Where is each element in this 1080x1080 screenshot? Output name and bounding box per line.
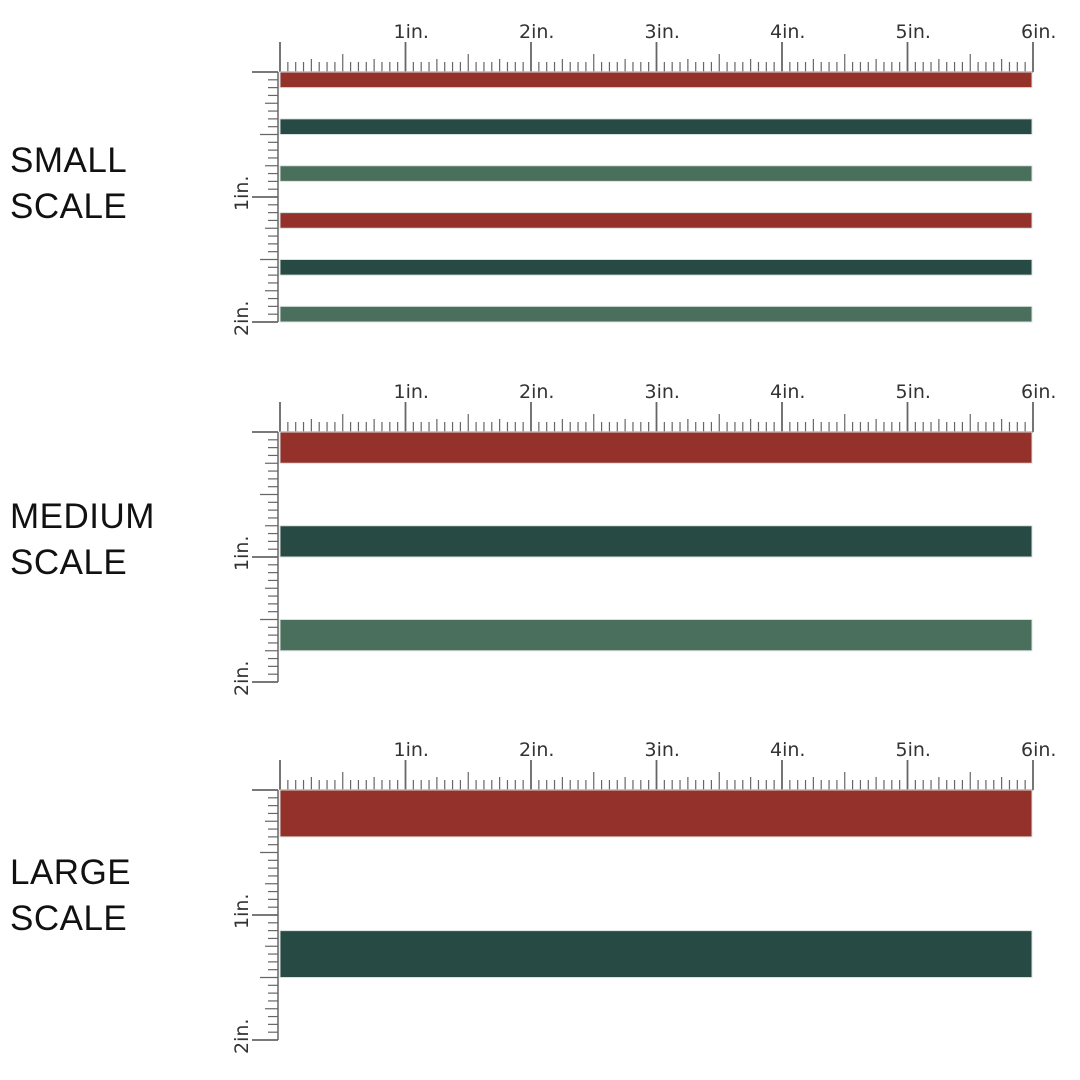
h-ruler-label: 1in. [394,381,429,403]
scale-label-line2: SCALE [10,187,128,226]
h-ruler-label: 5in. [896,381,931,403]
ruler-medium-scale: 1in. 2in. 3in. 4in. 5in. 6in. 1in. 2in. [231,381,1056,696]
h-ruler-label: 4in. [770,381,805,403]
v-ruler-label: 2in. [231,1019,253,1054]
scale-label-line1: SMALL [10,141,128,180]
h-ruler-label: 6in. [1021,381,1056,403]
h-ruler-label: 1in. [394,739,429,761]
h-ruler-label: 4in. [770,21,805,43]
scale-label-line2: SCALE [10,543,128,582]
stripe-dark-green [279,259,1033,276]
h-ruler-label: 1in. [394,21,429,43]
h-ruler-label: 6in. [1021,739,1056,761]
scale-label-line2: SCALE [10,899,128,938]
stripe-sage-green [279,619,1033,652]
stripe-red [279,431,1033,464]
scale-label-large: LARGE SCALE [10,850,131,942]
h-ruler-label: 4in. [770,739,805,761]
v-ruler-label: 1in. [231,894,253,929]
panel-large-scale: LARGE SCALE 1in. 2in. 3in. 4in. 5in. 6in. 1in. 2… [0,718,1080,1078]
v-ruler-label: 2in. [231,661,253,696]
stripe-red [279,212,1033,229]
scale-label-line1: LARGE [10,853,132,892]
h-ruler-label: 3in. [645,381,680,403]
stripe-sage-green [279,305,1033,323]
h-ruler-label: 2in. [519,739,554,761]
panel-small-scale: SMALL SCALE 1in. 2in. 3in. 4in. 5in. 6in. 1in. 2… [0,0,1080,360]
h-ruler-label: 5in. [896,21,931,43]
stripe-dark-green [279,118,1033,135]
stripe-sage-green [279,165,1033,182]
h-ruler-label: 3in. [645,21,680,43]
h-ruler-label: 2in. [519,21,554,43]
h-ruler-label: 6in. [1021,21,1056,43]
scale-label-small: SMALL SCALE [10,138,127,230]
ruler-large-scale: 1in. 2in. 3in. 4in. 5in. 6in. 1in. 2in. [231,739,1056,1054]
v-ruler-label: 2in. [231,301,253,336]
ruler-small-scale: 1in. 2in. 3in. 4in. 5in. 6in. 1in. 2in. [231,21,1056,336]
stripe-red [279,789,1033,838]
stripe-red [279,71,1033,89]
h-ruler-label: 2in. [519,381,554,403]
stripe-dark-green [279,525,1033,558]
panel-medium-scale: MEDIUM SCALE 1in. 2in. 3in. 4in. 5in. 6in. 1in.… [0,360,1080,720]
v-ruler-label: 1in. [231,176,253,211]
v-ruler-label: 1in. [231,536,253,571]
stripe-dark-green [279,930,1033,978]
scale-label-medium: MEDIUM SCALE [10,494,155,586]
h-ruler-label: 5in. [896,739,931,761]
scale-label-line1: MEDIUM [10,497,155,536]
h-ruler-label: 3in. [645,739,680,761]
